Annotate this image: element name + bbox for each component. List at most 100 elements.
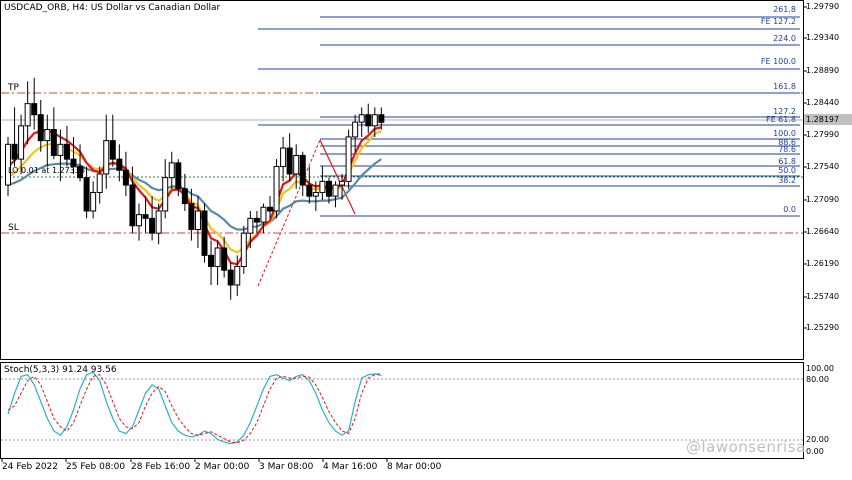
fib-label-261: 261.8 bbox=[773, 5, 796, 14]
candle-bull bbox=[247, 217, 254, 234]
price-tick: 1.29790 bbox=[806, 2, 840, 11]
price-tick: 1.25290 bbox=[806, 323, 840, 332]
candle-bull bbox=[194, 210, 201, 230]
watermark: @lawonsenrisa bbox=[686, 438, 806, 456]
candle-bear bbox=[31, 103, 38, 116]
candle-bear bbox=[227, 269, 234, 286]
time-tick: 4 Mar 16:00 bbox=[323, 462, 378, 472]
moving-averages bbox=[7, 126, 382, 266]
candle-bear bbox=[188, 203, 195, 230]
candle-bear bbox=[208, 254, 215, 267]
time-tick: 28 Feb 16:00 bbox=[131, 462, 191, 472]
candle-bull bbox=[155, 210, 162, 234]
fib-label-fe100: FE 100.0 bbox=[760, 57, 796, 66]
candle-bear bbox=[286, 147, 293, 175]
current-price-badge: 1.28197 bbox=[804, 114, 852, 125]
candle-bull bbox=[339, 180, 346, 186]
candle-bear bbox=[129, 184, 136, 227]
stoch-tick: 0.00 bbox=[806, 447, 824, 456]
candle-bear bbox=[267, 206, 273, 212]
candle-bull bbox=[352, 121, 359, 138]
price-tick: 1.26190 bbox=[806, 259, 840, 268]
candle-bull bbox=[234, 265, 241, 286]
time-axis-ticks bbox=[1, 458, 388, 462]
candle-bear bbox=[149, 217, 156, 234]
candle-bear bbox=[11, 143, 18, 160]
candle-bull bbox=[162, 177, 169, 212]
candle-bull bbox=[345, 136, 352, 182]
candle-bull bbox=[332, 184, 339, 197]
stoch-tick: 100.00 bbox=[806, 364, 834, 373]
candle-bear bbox=[253, 217, 260, 223]
candle-bull bbox=[96, 173, 103, 193]
fib-trendline-2[interactable] bbox=[319, 139, 356, 215]
candle-bull bbox=[57, 143, 64, 156]
fibonacci-levels[interactable] bbox=[258, 16, 800, 217]
stoch-main-line bbox=[7, 371, 382, 445]
candle-bear bbox=[37, 114, 44, 142]
time-tick: 25 Feb 08:00 bbox=[66, 462, 126, 472]
candle-bull bbox=[260, 206, 267, 223]
chart-title: USDCAD_ORB, H4: US Dollar vs Canadian Do… bbox=[4, 3, 221, 13]
candle-bear bbox=[201, 210, 208, 256]
price-tick: 1.27990 bbox=[806, 130, 840, 139]
ema-fast-line bbox=[7, 126, 382, 266]
candle-bear bbox=[299, 154, 306, 186]
fib-label-61: 61.8 bbox=[778, 157, 796, 166]
candle-bear bbox=[70, 158, 77, 168]
candle-bull bbox=[90, 191, 97, 212]
ema-mid-line bbox=[7, 130, 382, 254]
candle-bull bbox=[18, 125, 25, 160]
time-tick: 3 Mar 08:00 bbox=[259, 462, 314, 472]
time-tick: 24 Feb 2022 bbox=[2, 462, 59, 472]
candle-bear bbox=[175, 162, 182, 190]
candle-bear bbox=[142, 214, 149, 219]
fib-label-38: 38.2 bbox=[778, 176, 796, 185]
stoch-plot-frame bbox=[0, 362, 804, 459]
candle-bear bbox=[306, 184, 313, 197]
price-tick: 1.25740 bbox=[806, 292, 840, 301]
fib-label-78: 78.6 bbox=[778, 145, 796, 154]
stoch-tick: 20.00 bbox=[806, 435, 829, 444]
fib-label-88: 88.6 bbox=[778, 138, 796, 147]
candle-bear bbox=[378, 114, 385, 123]
candle-bull bbox=[312, 191, 319, 197]
candle-bear bbox=[50, 129, 57, 156]
fib-label-100: 100.0 bbox=[773, 129, 796, 138]
candle-bull bbox=[214, 247, 221, 267]
fib-label-fe61: FE 61.8 bbox=[765, 115, 796, 124]
price-tick: 1.27090 bbox=[806, 195, 840, 204]
price-tick: 1.28890 bbox=[806, 66, 840, 75]
candlesticks bbox=[5, 77, 385, 300]
tp-label: TP bbox=[8, 83, 19, 93]
candle-bear bbox=[365, 114, 372, 127]
time-tick: 2 Mar 00:00 bbox=[195, 462, 250, 472]
candle-bull bbox=[371, 114, 378, 127]
ema-slow-line bbox=[7, 158, 382, 231]
fib-trendline-1[interactable] bbox=[257, 139, 321, 287]
candle-bear bbox=[116, 158, 123, 171]
candle-bull bbox=[168, 162, 175, 179]
fib-label-161: 161.8 bbox=[773, 82, 796, 91]
main-plot-frame bbox=[0, 0, 804, 360]
candle-bull bbox=[136, 214, 142, 227]
time-tick: 8 Mar 00:00 bbox=[387, 462, 442, 472]
stochastic-lines bbox=[7, 371, 382, 445]
candle-bull bbox=[5, 143, 11, 186]
candle-bull bbox=[103, 140, 110, 175]
candle-bull bbox=[273, 166, 280, 212]
lot-label: LO 0.01 at 1.27333 bbox=[8, 166, 86, 175]
sl-label: SL bbox=[8, 223, 19, 233]
candle-bull bbox=[280, 147, 287, 168]
candle-bear bbox=[221, 247, 228, 271]
fib-label-0: 0.0 bbox=[783, 205, 796, 214]
candle-bear bbox=[63, 143, 70, 160]
candle-bear bbox=[77, 166, 84, 179]
candle-bear bbox=[83, 177, 90, 212]
candle-bull bbox=[24, 103, 31, 127]
stoch-label: Stoch(5,3,3) 91.24 93.56 bbox=[4, 365, 117, 375]
candle-bull bbox=[44, 129, 51, 142]
fib-label-224: 224.0 bbox=[773, 34, 796, 43]
price-axis-ticks bbox=[803, 6, 807, 329]
